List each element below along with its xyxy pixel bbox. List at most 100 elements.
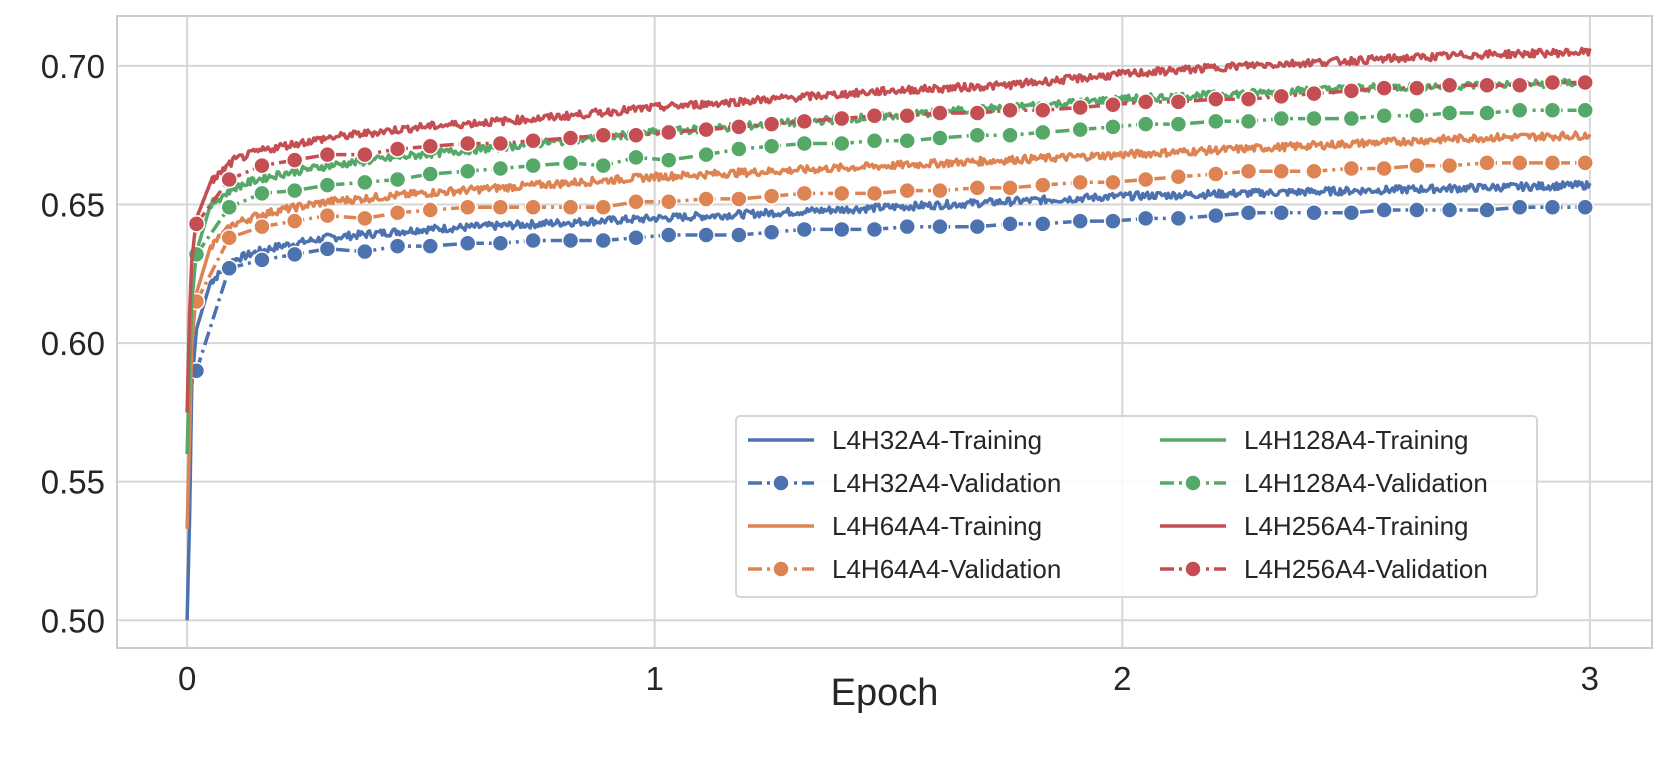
data-point	[931, 181, 949, 200]
data-point	[285, 181, 304, 200]
data-point	[1478, 104, 1496, 122]
data-point	[1543, 73, 1562, 92]
data-point	[220, 170, 238, 189]
data-point	[762, 137, 781, 156]
data-point	[1001, 215, 1019, 233]
data-point	[627, 148, 645, 167]
data-point	[356, 209, 374, 228]
data-point	[968, 126, 987, 144]
data-point	[220, 259, 238, 277]
data-point	[1207, 112, 1225, 131]
data-point	[1543, 198, 1562, 217]
data-point	[1375, 79, 1393, 97]
data-point	[1576, 73, 1594, 92]
legend-label: L4H32A4-Training	[832, 425, 1042, 455]
legend-item: L4H64A4-Validation	[748, 554, 1061, 584]
data-point	[931, 217, 949, 236]
data-point	[356, 145, 374, 164]
x-tick-label: 0	[178, 660, 196, 697]
data-point	[1440, 104, 1459, 122]
data-point	[318, 240, 337, 258]
y-tick-label: 0.65	[41, 186, 105, 223]
data-point	[491, 234, 510, 253]
x-tick-label: 2	[1113, 660, 1131, 697]
legend-item: L4H64A4-Training	[748, 511, 1042, 541]
data-point	[285, 245, 304, 264]
data-point	[1169, 168, 1188, 186]
data-point	[1510, 154, 1529, 172]
data-point	[1510, 198, 1529, 217]
data-point	[1071, 120, 1089, 139]
data-point	[898, 131, 916, 150]
data-point	[388, 204, 407, 222]
data-point	[1342, 109, 1361, 128]
data-point	[898, 181, 916, 200]
data-point	[1207, 206, 1225, 225]
y-tick-label: 0.70	[41, 48, 105, 85]
legend-marker	[1184, 474, 1202, 492]
y-tick-label: 0.60	[41, 325, 105, 362]
data-point	[1034, 123, 1052, 142]
series-L4H256A4-Validation	[187, 73, 1594, 233]
data-point	[762, 223, 781, 241]
data-point	[1342, 159, 1361, 178]
series-line-L4H64A4-Training	[185, 130, 1592, 529]
data-point	[524, 131, 542, 150]
data-point	[730, 190, 748, 208]
data-point	[1034, 101, 1052, 119]
data-point	[730, 226, 748, 244]
data-point	[1510, 101, 1529, 119]
data-point	[458, 162, 477, 180]
data-point	[832, 184, 851, 203]
data-point	[697, 226, 715, 244]
x-tick-label: 1	[646, 660, 664, 697]
data-point	[1239, 204, 1258, 222]
data-point	[458, 198, 477, 217]
data-point	[1207, 90, 1225, 108]
data-point	[594, 156, 613, 175]
data-point	[388, 237, 407, 255]
legend-item: L4H256A4-Validation	[1160, 554, 1488, 584]
data-point	[285, 212, 304, 230]
data-point	[659, 226, 678, 244]
data-point	[524, 231, 542, 250]
data-point	[1136, 93, 1155, 111]
data-point	[1001, 126, 1019, 144]
data-point	[1136, 115, 1155, 133]
legend-label: L4H64A4-Validation	[832, 554, 1061, 584]
data-point	[253, 217, 271, 236]
data-point	[1478, 154, 1496, 172]
data-point	[561, 231, 580, 250]
data-point	[594, 126, 613, 144]
y-tick-label: 0.55	[41, 464, 105, 501]
data-point	[187, 215, 206, 233]
data-point	[865, 184, 884, 203]
legend-label: L4H256A4-Training	[1244, 511, 1469, 541]
data-point	[524, 156, 542, 175]
axis-ticks: 0 1 2 3 0.50 0.55 0.60 0.65 0.70	[41, 48, 1599, 697]
data-point	[491, 159, 510, 178]
data-point	[421, 237, 440, 255]
data-point	[1543, 154, 1562, 172]
data-point	[1136, 209, 1155, 228]
data-point	[1104, 212, 1122, 230]
data-point	[1342, 204, 1361, 222]
data-point	[1440, 156, 1459, 175]
legend-item: L4H128A4-Training	[1160, 425, 1469, 455]
data-point	[1239, 112, 1258, 131]
x-tick-label: 3	[1581, 660, 1599, 697]
data-point	[795, 184, 814, 203]
series-L4H128A4-Validation	[187, 101, 1594, 264]
data-point	[795, 134, 814, 153]
data-point	[318, 176, 337, 194]
legend-label: L4H128A4-Validation	[1244, 468, 1488, 498]
data-point	[1510, 76, 1529, 95]
data-point	[627, 192, 645, 211]
data-point	[1272, 162, 1291, 180]
data-point	[1239, 90, 1258, 108]
data-point	[1305, 84, 1323, 103]
data-point	[1207, 165, 1225, 183]
legend-label: L4H256A4-Validation	[1244, 554, 1488, 584]
